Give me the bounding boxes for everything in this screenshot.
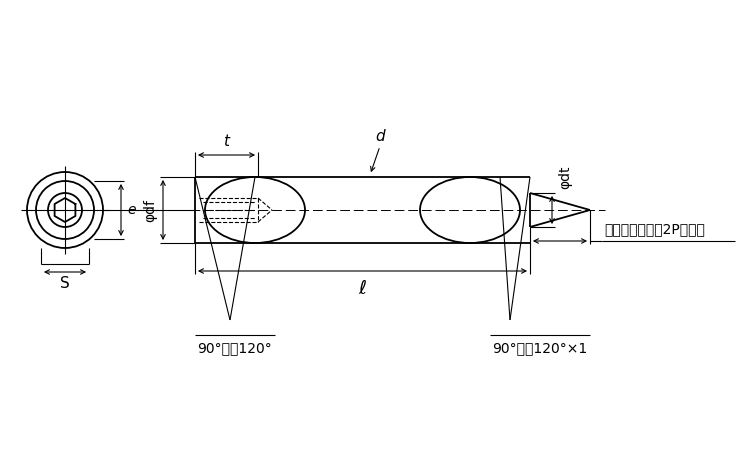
Text: 不完全ねじ部（2P以下）: 不完全ねじ部（2P以下） xyxy=(604,222,705,236)
Text: 90°又は120°: 90°又は120° xyxy=(198,341,272,355)
Text: e: e xyxy=(127,203,136,217)
Text: S: S xyxy=(60,276,70,292)
Text: d: d xyxy=(375,129,385,144)
Text: ℓ: ℓ xyxy=(358,279,367,298)
Text: 90°又は120°×1: 90°又は120°×1 xyxy=(492,341,588,355)
Text: φdf: φdf xyxy=(143,198,157,221)
Text: t: t xyxy=(224,134,230,149)
Text: φdt: φdt xyxy=(558,166,572,189)
